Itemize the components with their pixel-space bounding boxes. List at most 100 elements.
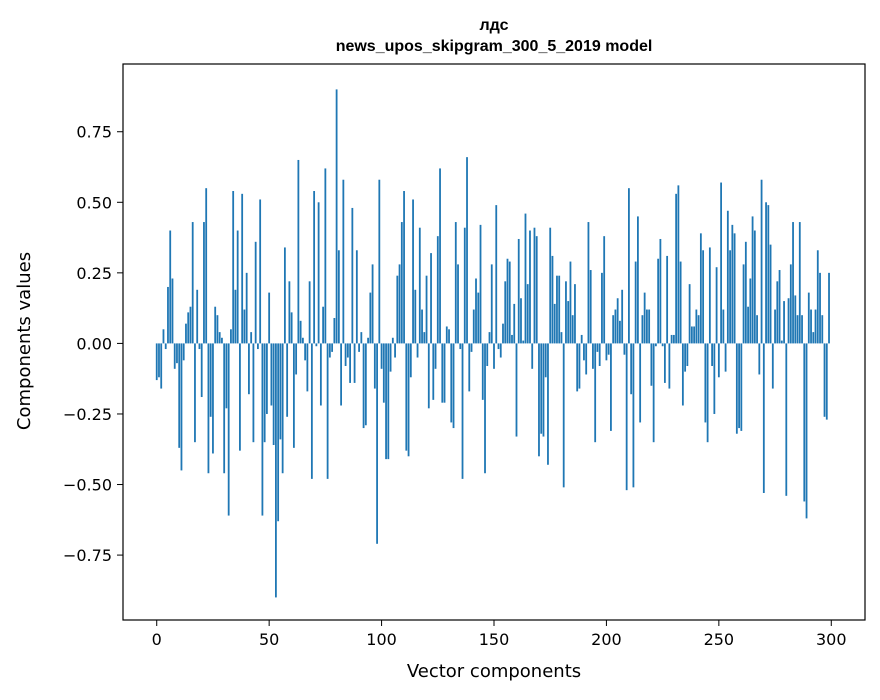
bar-241 [697,315,700,344]
bar-98 [376,343,378,544]
bar-195 [594,343,597,443]
bar-48 [263,343,266,443]
bar-217 [643,292,646,344]
bar-252 [722,309,725,344]
bar-231 [675,193,678,344]
bar-31 [225,343,228,409]
bar-86 [349,343,351,383]
bar-155 [504,281,507,344]
bar-192 [587,222,590,344]
bar-142 [475,278,477,344]
bar-164 [524,213,527,344]
bar-77 [328,343,331,358]
bar-81 [337,250,340,344]
bar-62 [295,343,298,375]
bar-158 [511,334,513,344]
bar-244 [704,343,707,423]
bar-295 [819,272,821,344]
bar-60 [290,312,293,344]
bar-79 [333,318,336,344]
bar-137 [463,227,466,344]
bar-171 [540,343,543,434]
bar-105 [391,337,394,344]
bar-200 [605,343,608,361]
bar-225 [661,343,664,347]
bar-157 [508,261,511,344]
bar-130 [448,329,450,344]
bar-28 [218,332,221,344]
bar-66 [304,343,307,361]
bar-47 [261,343,264,516]
bar-264 [749,278,752,344]
bar-104 [389,343,392,372]
bar-69 [310,343,313,479]
bar-277 [778,270,781,344]
bar-12 [182,343,185,361]
bar-150 [493,343,495,369]
bar-114 [412,199,414,344]
bar-27 [216,315,219,344]
bar-262 [744,241,747,344]
bar-213 [634,261,637,344]
bar-191 [585,343,588,375]
bar-237 [688,284,691,344]
bar-135 [459,343,462,350]
bar-43 [252,343,255,443]
bar-93 [364,343,367,426]
bars-group [155,89,830,598]
bar-280 [785,343,788,496]
bar-36 [236,230,239,344]
bar-182 [565,281,567,344]
x-tick-label: 250 [704,630,735,649]
bar-224 [659,238,662,344]
bar-162 [520,298,522,344]
bar-126 [439,168,441,344]
bar-35 [234,289,237,344]
bar-15 [189,306,192,344]
bar-163 [522,340,525,344]
chart-title: лдс [479,17,508,34]
bar-121 [427,343,430,409]
bar-247 [711,343,713,366]
bar-299 [828,272,830,344]
bar-56 [281,343,284,474]
bar-211 [630,343,633,395]
bar-44 [254,241,257,344]
bar-265 [751,216,754,344]
bar-273 [769,244,772,344]
bar-88 [353,343,356,383]
bar-199 [603,236,606,344]
bar-64 [299,320,302,344]
bar-145 [481,343,484,400]
bar-271 [765,202,767,344]
bar-20 [200,343,203,398]
bar-117 [418,227,421,344]
bar-74 [322,306,325,344]
bar-169 [535,236,538,344]
bar-170 [538,343,540,457]
bar-181 [562,343,565,488]
bar-22 [205,188,208,344]
bar-1 [158,343,160,378]
bar-270 [762,343,765,493]
bar-54 [277,343,280,522]
bar-274 [771,343,774,389]
bar-202 [610,343,612,431]
bar-76 [326,343,329,479]
bar-285 [796,315,799,344]
bar-71 [315,343,318,347]
bar-261 [742,264,745,344]
bar-187 [576,343,579,392]
bar-227 [666,255,669,344]
bar-5 [167,286,169,344]
bar-151 [495,205,498,344]
bar-146 [484,343,486,474]
bar-281 [787,298,790,344]
bar-189 [580,334,583,344]
bar-278 [780,340,783,344]
y-axis-label: Components values [14,252,35,430]
bar-26 [214,306,217,344]
bar-242 [699,233,702,344]
bar-61 [292,343,295,448]
bar-179 [558,275,561,344]
